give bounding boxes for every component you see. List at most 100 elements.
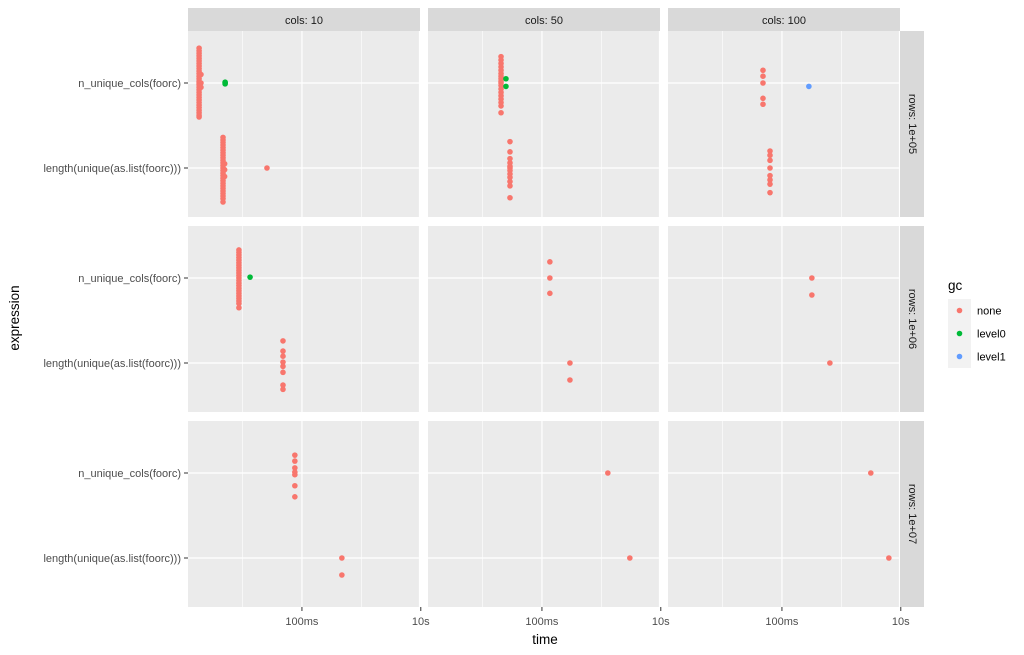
data-point-none	[280, 338, 286, 344]
data-point-none	[809, 275, 815, 281]
data-point-none	[280, 353, 286, 360]
data-point-none	[767, 177, 773, 183]
panel-background	[188, 31, 420, 217]
data-point-none	[886, 555, 892, 561]
data-point-level0	[222, 81, 228, 87]
x-tick-label: 100ms	[765, 616, 799, 628]
legend-label: level0	[977, 329, 1006, 341]
facet-col-label: cols: 50	[525, 15, 563, 27]
data-point-none	[292, 482, 298, 489]
data-point-none	[292, 458, 298, 464]
data-point-none	[760, 80, 766, 86]
data-point-none	[221, 166, 228, 173]
y-tick-label: length(unique(as.list(foorc)))	[43, 163, 181, 175]
data-point-none	[767, 157, 773, 164]
facet-strip-top	[668, 8, 900, 31]
data-point-none	[605, 470, 611, 476]
data-point-none	[767, 181, 773, 187]
data-point-none	[767, 148, 773, 154]
data-point-level0	[503, 75, 509, 82]
facet-strip-right	[900, 31, 924, 217]
data-point-none	[767, 172, 773, 179]
data-point-none	[760, 101, 766, 108]
facet-col-label: cols: 100	[762, 15, 806, 27]
facet-row-label: rows: 1e+05	[906, 94, 918, 154]
data-point-none	[547, 259, 553, 265]
data-point-none	[339, 555, 345, 561]
data-point-none	[567, 377, 573, 383]
data-point-none	[868, 470, 874, 476]
x-tick-label: 100ms	[285, 616, 319, 628]
facet-col-label: cols: 10	[285, 15, 323, 27]
facet-strip-top	[188, 8, 420, 31]
panel-background	[668, 226, 900, 412]
data-point-none	[827, 360, 833, 366]
data-point-none	[264, 165, 270, 171]
x-tick-label: 100ms	[525, 616, 559, 628]
y-tick-label: length(unique(as.list(foorc)))	[43, 358, 181, 370]
data-point-none	[196, 114, 202, 120]
facet-strip-right	[900, 421, 924, 607]
data-point-none	[236, 304, 242, 311]
legend-label: none	[977, 306, 1001, 318]
data-point-none	[547, 275, 553, 281]
data-point-none	[292, 471, 298, 478]
data-point-none	[507, 178, 513, 185]
legend-marker-level0	[956, 330, 963, 337]
data-point-none	[236, 300, 242, 307]
facet-row-label: rows: 1e+06	[906, 289, 918, 349]
data-point-none	[498, 109, 504, 116]
legend-marker-level1	[956, 353, 963, 360]
data-point-none	[767, 152, 773, 159]
panel-background	[188, 226, 420, 412]
data-point-none	[221, 173, 228, 180]
facet-strip-right	[900, 226, 924, 412]
data-point-none	[547, 290, 553, 297]
data-point-none	[280, 382, 286, 388]
y-axis-title: expression	[7, 285, 22, 350]
data-point-none	[292, 452, 298, 458]
data-point-none	[760, 73, 766, 79]
data-point-level0	[247, 274, 253, 280]
data-point-level0	[503, 83, 509, 90]
data-point-none	[292, 465, 298, 471]
data-point-none	[760, 95, 766, 102]
data-point-none	[507, 183, 513, 189]
data-point-level1	[806, 83, 812, 90]
data-point-none	[809, 292, 815, 298]
data-point-none	[507, 138, 513, 145]
y-tick-label: length(unique(as.list(foorc)))	[43, 553, 181, 565]
x-axis-title: time	[532, 632, 558, 647]
data-point-none	[220, 199, 226, 205]
data-point-none	[507, 155, 513, 162]
data-point-none	[280, 386, 286, 393]
panel-background	[668, 31, 900, 217]
data-point-none	[507, 194, 513, 201]
legend-label: level1	[977, 352, 1006, 364]
legend-marker-none	[956, 307, 963, 314]
x-tick-label: 10s	[652, 616, 670, 628]
panel-background	[428, 31, 660, 217]
data-point-none	[280, 359, 286, 365]
data-point-none	[507, 174, 513, 181]
data-point-none	[221, 160, 228, 167]
x-tick-label: 10s	[892, 616, 910, 628]
facet-strip-top	[428, 8, 660, 31]
data-point-none	[280, 369, 286, 376]
data-point-none	[767, 165, 773, 171]
data-point-none	[507, 149, 513, 155]
data-point-none	[627, 555, 633, 561]
data-point-none	[198, 84, 204, 91]
panel-background	[668, 421, 900, 607]
data-point-none	[567, 360, 573, 366]
data-point-none	[767, 189, 773, 196]
data-point-none	[198, 71, 204, 78]
data-point-none	[498, 103, 504, 109]
data-point-none	[760, 67, 766, 74]
data-point-none	[198, 80, 204, 86]
y-tick-label: n_unique_cols(foorc)	[78, 273, 181, 285]
y-tick-label: n_unique_cols(foorc)	[78, 468, 181, 480]
panel-background	[188, 421, 420, 607]
data-point-none	[292, 494, 298, 500]
data-point-none	[280, 348, 286, 354]
